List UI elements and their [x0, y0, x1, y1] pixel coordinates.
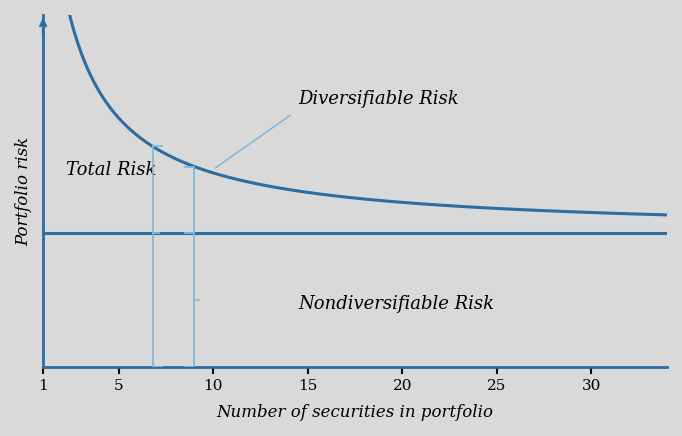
X-axis label: Number of securities in portfolio: Number of securities in portfolio: [217, 404, 494, 421]
Text: Diversifiable Risk: Diversifiable Risk: [298, 91, 459, 109]
Y-axis label: Portfolio risk: Portfolio risk: [15, 136, 32, 245]
Text: Total Risk: Total Risk: [65, 161, 156, 179]
Text: Nondiversifiable Risk: Nondiversifiable Risk: [298, 295, 494, 313]
